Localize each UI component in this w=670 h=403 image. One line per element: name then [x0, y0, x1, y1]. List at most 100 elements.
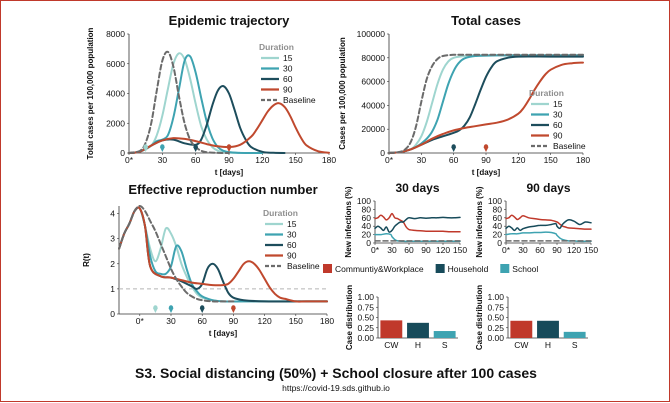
- epidemic-legend-label-90: 90: [283, 85, 293, 95]
- rt-series-90: [118, 206, 328, 303]
- ni30-ytick-label: 80: [362, 204, 372, 214]
- epidemic-legend-label-30: 30: [283, 64, 293, 74]
- rt-xtick-label: 90: [229, 316, 239, 326]
- rt-ytick-label: 1: [110, 284, 115, 294]
- ni90-ytick-label: 20: [493, 230, 503, 240]
- total-ytick-label: 0: [380, 148, 385, 158]
- total-legend-label-90: 90: [553, 131, 563, 141]
- ni90-xtick-label: 0*: [502, 245, 511, 255]
- cd30-xtick-label-s: S: [442, 340, 448, 350]
- rt-marker-dot-15: [153, 305, 158, 310]
- ni30-xtick-label: 120: [436, 245, 450, 255]
- total-xtick-label: 120: [511, 155, 525, 165]
- epidemic-ytick-label: 6000: [106, 59, 125, 69]
- cd30-ytick-label: 0.25: [357, 323, 374, 333]
- total-marker-dot-60: [451, 144, 456, 149]
- total-series-90: [388, 61, 584, 154]
- epidemic-ytick-label: 8000: [106, 29, 125, 39]
- total-ytick-label: 40000: [361, 100, 385, 110]
- epidemic-legend-label-60: 60: [283, 74, 293, 84]
- total-ylabel: Cases per 100,000 population: [338, 37, 347, 150]
- total-xtick-label: 180: [576, 155, 590, 165]
- ni90-ytick-label: 40: [493, 221, 503, 231]
- rt-xtick-label: 180: [320, 316, 334, 326]
- cd90-xtick-label-cw: CW: [514, 340, 528, 350]
- total-legend-label-baseline: Baseline: [553, 141, 586, 151]
- cd30-ytick-label: 0.75: [357, 302, 374, 312]
- epidemic-marker-dot-90: [226, 144, 232, 149]
- cd30-xtick-label-cw: CW: [384, 340, 398, 350]
- epidemic-xtick-label: 60: [191, 155, 201, 165]
- total-xtick-label: 90: [481, 155, 491, 165]
- total-xtick-label: 0*: [385, 155, 394, 165]
- ni90-ytick-label: 60: [493, 213, 503, 223]
- cd30-bar-s: [433, 331, 456, 338]
- rt-legend-label-baseline: Baseline: [287, 261, 320, 271]
- rt-ytick-label: 2: [110, 259, 115, 269]
- cd90-xtick-label-h: H: [545, 340, 551, 350]
- rt-legend-label-15: 15: [287, 219, 297, 229]
- total-ytick-label: 20000: [361, 124, 385, 134]
- epidemic-legend-title: Duration: [259, 42, 294, 52]
- epidemic-title: Epidemic trajectory: [169, 13, 290, 28]
- epidemic-series-90: [128, 102, 330, 154]
- ni30-ytick-label: 40: [362, 221, 372, 231]
- cd90-ytick-label: 1.00: [487, 292, 504, 302]
- ni90-xtick-label: 120: [567, 245, 581, 255]
- ni90-xtick-label: 90: [552, 245, 562, 255]
- total-ytick-label: 100000: [357, 29, 386, 39]
- ni90-series-household: [505, 219, 592, 232]
- setting-legend-label-h: Household: [448, 264, 489, 274]
- total-legend-label-15: 15: [553, 99, 563, 109]
- epidemic-xlabel: t [days]: [215, 168, 244, 177]
- rt-ytick-label: 0: [110, 309, 115, 319]
- ni30-title: 30 days: [395, 181, 439, 195]
- rt-series-baseline: [118, 204, 235, 303]
- total-marker-dot-90: [483, 144, 489, 149]
- ni30-xtick-label: 0*: [371, 245, 380, 255]
- ni90-title: 90 days: [526, 181, 570, 195]
- setting-legend-label-cw: Communtiy&Workplace: [335, 264, 424, 274]
- cd30-ytick-label: 0.00: [357, 333, 374, 343]
- rt-marker-dot-60: [200, 305, 205, 310]
- epidemic-xtick-label: 0*: [125, 155, 134, 165]
- cd90-bar-s: [563, 331, 586, 338]
- rt-legend-label-90: 90: [287, 251, 297, 261]
- ni30-xtick-label: 150: [453, 245, 467, 255]
- ni90-series-school: [505, 231, 592, 243]
- total-legend-label-30: 30: [553, 110, 563, 120]
- rt-ylabel: R(t): [82, 253, 91, 267]
- epidemic-marker-dot-15: [143, 144, 148, 149]
- epidemic-xtick-label: 90: [224, 155, 234, 165]
- rt-xtick-label: 120: [258, 316, 272, 326]
- setting-legend-swatch-cw: [323, 264, 332, 273]
- ni30-xtick-label: 60: [404, 245, 414, 255]
- epidemic-xtick-label: 150: [289, 155, 303, 165]
- ni30-ytick-label: 100: [357, 196, 371, 206]
- rt-legend-label-30: 30: [287, 230, 297, 240]
- epidemic-series-baseline: [128, 50, 230, 154]
- epidemic-legend-label-15: 15: [283, 53, 293, 63]
- ni90-xtick-label: 60: [535, 245, 545, 255]
- rt-xtick-label: 60: [197, 316, 207, 326]
- cd30-ytick-label: 1.00: [357, 292, 374, 302]
- cd90-xtick-label-s: S: [572, 340, 578, 350]
- cd90-ytick-label: 0.00: [487, 333, 504, 343]
- ni30-xtick-label: 30: [387, 245, 397, 255]
- epidemic-ylabel: Total cases per 100,000 population: [86, 27, 95, 159]
- ni30-series-household: [374, 216, 461, 233]
- rt-marker-dot-90: [231, 305, 236, 310]
- epidemic-xtick-label: 180: [322, 155, 336, 165]
- ni90-ytick-label: 100: [488, 196, 502, 206]
- rt-xtick-label: 150: [289, 316, 303, 326]
- epidemic-marker-dot-30: [160, 144, 165, 149]
- setting-legend-swatch-h: [435, 264, 445, 273]
- total-xtick-label: 150: [544, 155, 558, 165]
- ni90-ytick-label: 0: [497, 238, 502, 248]
- ni90-ylabel: New infections (%): [475, 186, 484, 257]
- ni30-ylabel: New infections (%): [344, 186, 353, 257]
- total-legend-label-60: 60: [553, 120, 563, 130]
- epidemic-xtick-label: 120: [255, 155, 269, 165]
